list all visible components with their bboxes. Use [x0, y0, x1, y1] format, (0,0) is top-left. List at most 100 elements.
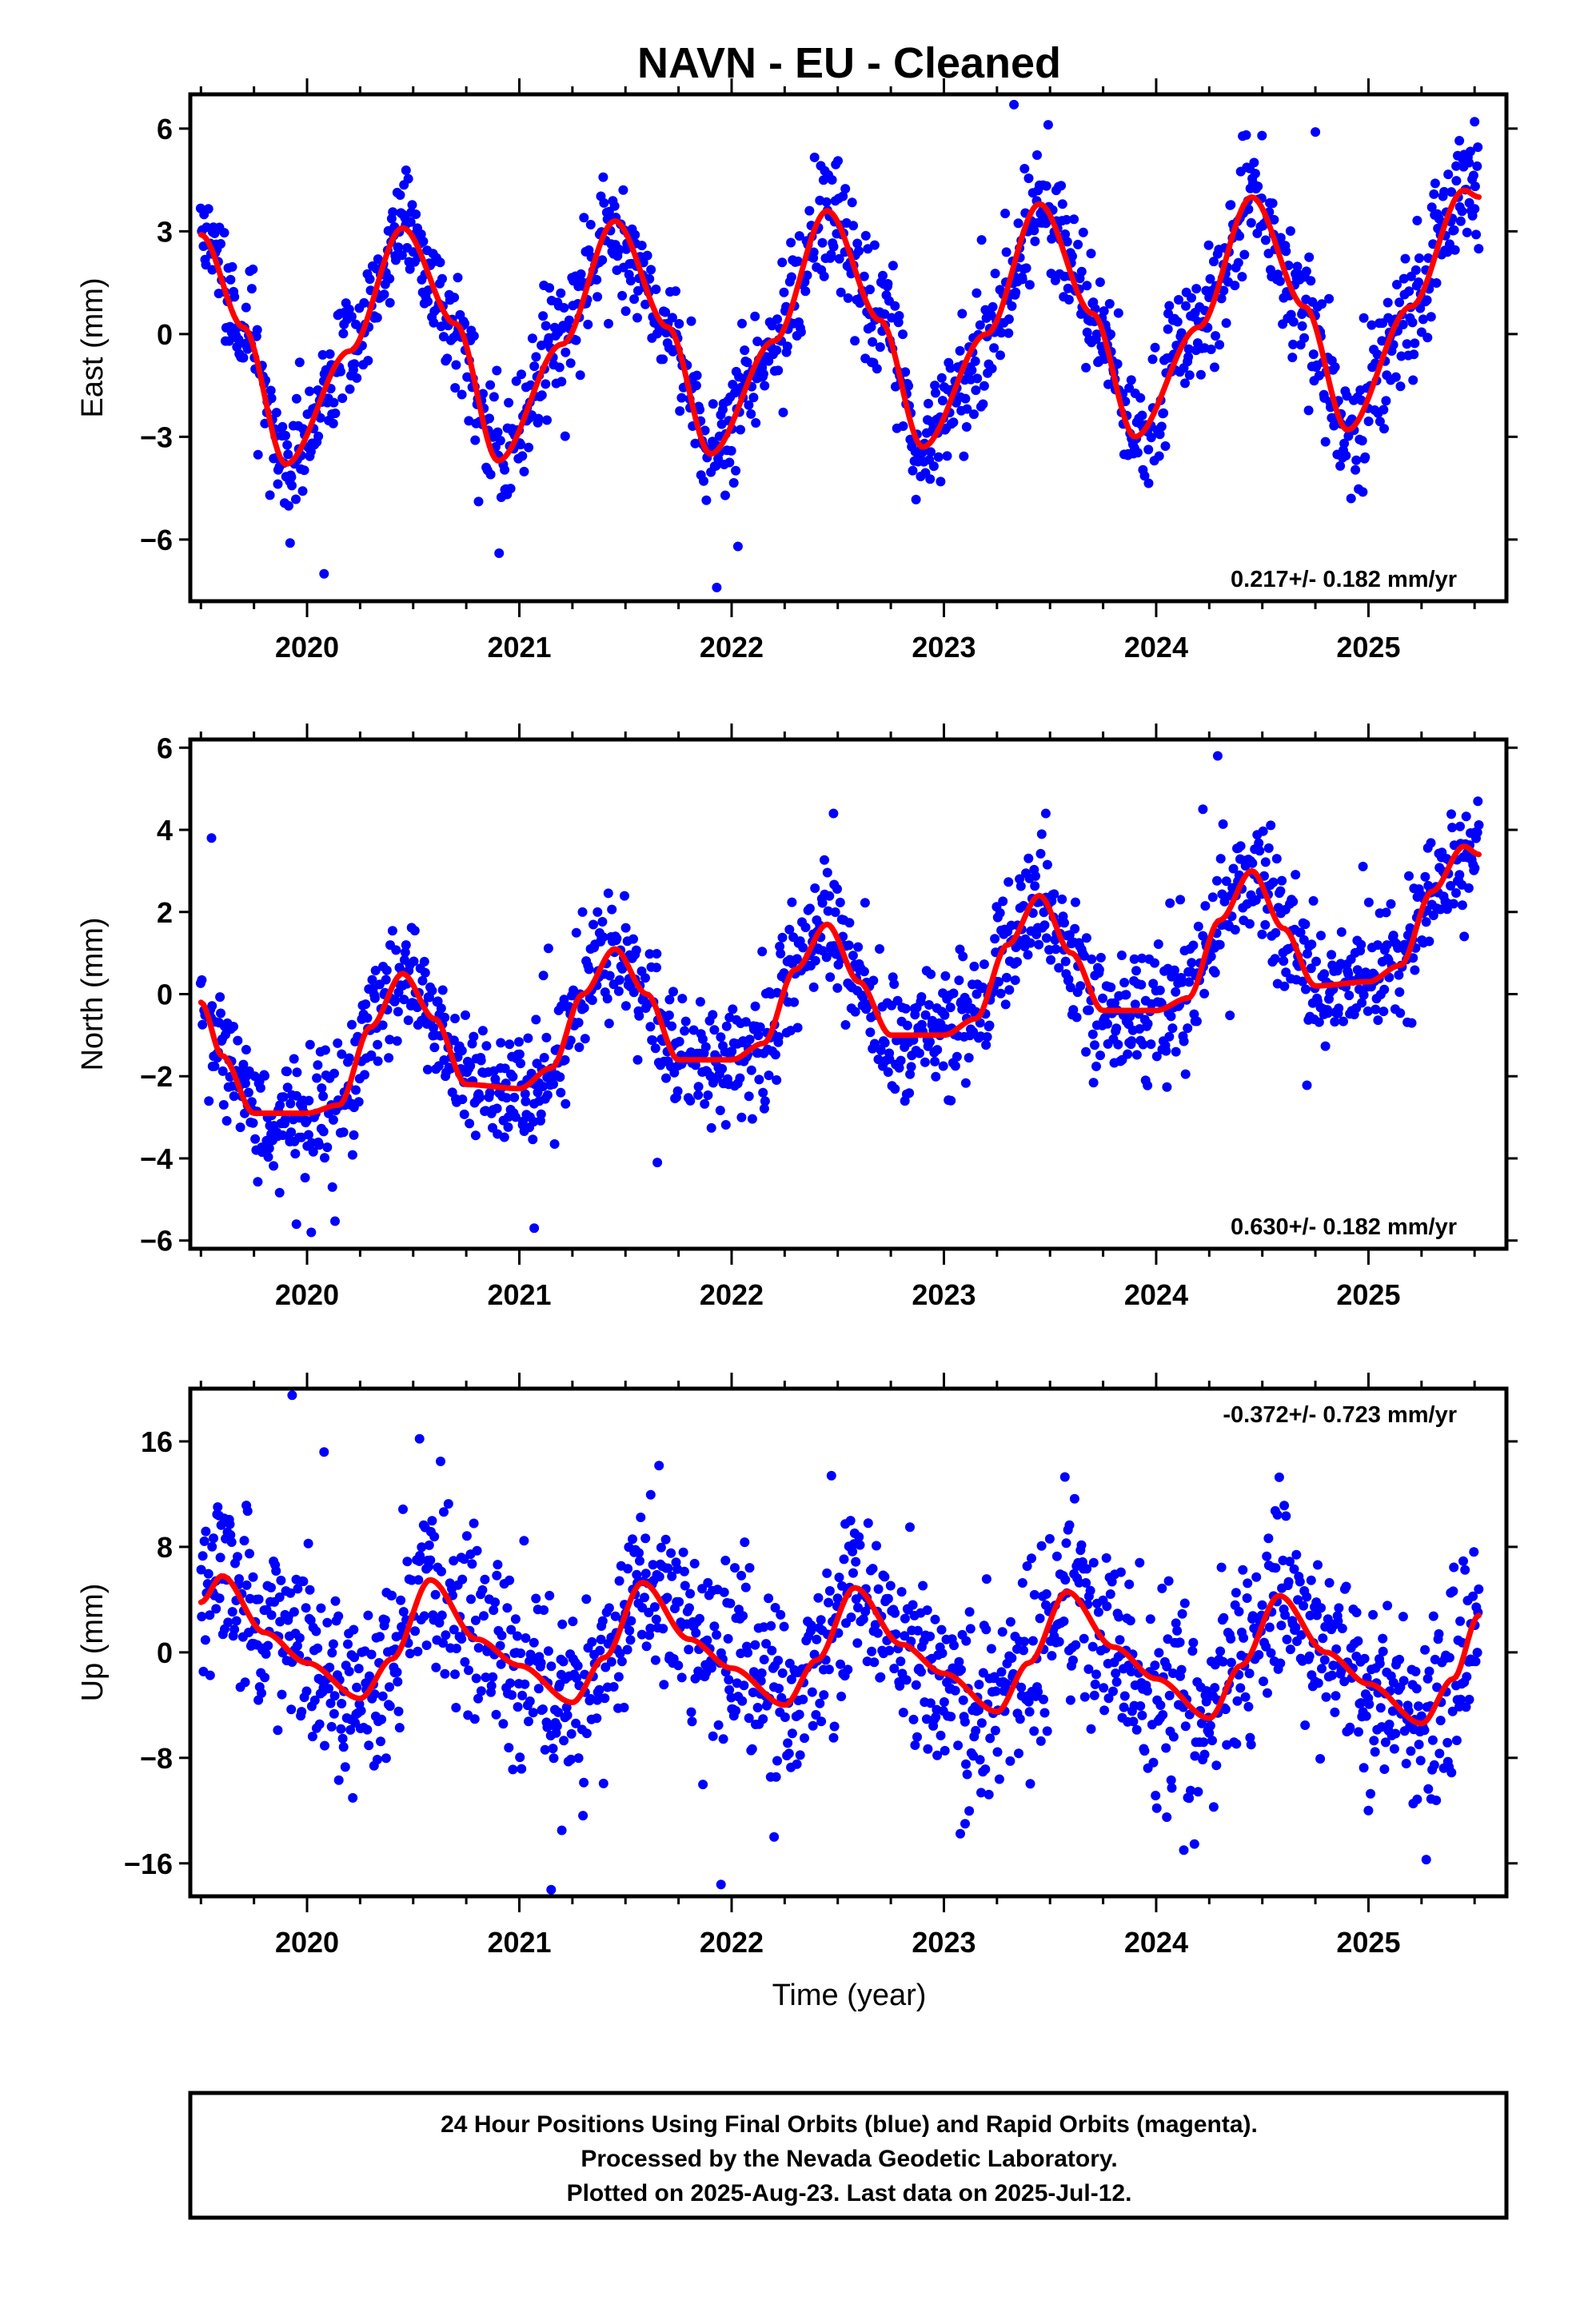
data-point — [317, 349, 328, 360]
data-point — [712, 1630, 722, 1640]
data-point — [571, 1718, 581, 1728]
data-point — [533, 1684, 544, 1694]
data-point — [936, 373, 947, 383]
data-point — [987, 364, 997, 373]
data-point — [946, 1095, 956, 1106]
data-point — [736, 425, 745, 435]
data-point — [1163, 1576, 1174, 1586]
data-point — [1001, 247, 1011, 257]
data-point — [651, 1614, 661, 1624]
data-point — [976, 235, 987, 245]
data-point — [1029, 1589, 1039, 1600]
data-point — [1190, 1751, 1200, 1761]
data-point — [1429, 189, 1439, 199]
data-point — [1262, 1551, 1272, 1561]
data-point — [850, 336, 860, 346]
data-point — [398, 1607, 409, 1617]
data-point — [904, 381, 914, 391]
data-point — [1412, 215, 1422, 225]
data-point — [931, 1071, 941, 1082]
data-point — [654, 1461, 664, 1471]
data-point — [1329, 421, 1339, 431]
data-point — [1219, 896, 1230, 907]
data-point — [366, 1050, 377, 1060]
data-point — [1044, 1533, 1055, 1544]
data-point — [1024, 1707, 1035, 1717]
data-point — [347, 1150, 357, 1160]
data-point — [622, 1644, 632, 1655]
data-point — [1129, 954, 1139, 964]
data-point — [372, 1755, 382, 1764]
data-point — [1086, 249, 1096, 259]
data-point — [500, 464, 510, 475]
data-point — [1300, 919, 1311, 930]
data-point — [1076, 266, 1087, 277]
data-point — [503, 1122, 513, 1132]
data-point — [241, 1045, 251, 1054]
data-point — [539, 1605, 549, 1615]
data-point — [1302, 1080, 1312, 1090]
data-point — [614, 1576, 624, 1586]
data-point — [1131, 1050, 1142, 1060]
data-point — [691, 1628, 701, 1638]
data-point — [1289, 1564, 1299, 1574]
data-point — [266, 1582, 276, 1593]
x-tick-label: 2021 — [487, 1278, 551, 1311]
velocity-label-east: 0.217+/- 0.182 mm/yr — [1231, 567, 1457, 592]
data-point — [1148, 1757, 1159, 1768]
data-point — [215, 1553, 225, 1563]
data-point — [792, 1022, 803, 1033]
data-point — [1010, 975, 1020, 986]
data-point — [1429, 1760, 1439, 1770]
data-point — [1221, 876, 1231, 887]
data-point — [824, 1586, 835, 1596]
data-point-outlier — [652, 1158, 663, 1168]
data-point — [717, 1063, 728, 1074]
data-point — [1287, 353, 1298, 363]
data-point — [1458, 1556, 1468, 1566]
data-point — [979, 381, 989, 391]
data-point — [1064, 1520, 1075, 1530]
data-point — [248, 1118, 258, 1128]
data-point — [517, 1764, 527, 1774]
data-point — [587, 1636, 597, 1647]
data-point — [1263, 843, 1274, 853]
data-point-outlier — [529, 1223, 540, 1234]
data-point-outlier — [1212, 751, 1223, 761]
data-point — [1049, 889, 1059, 899]
data-point — [1442, 1737, 1453, 1748]
data-point — [1373, 940, 1382, 951]
data-point — [524, 442, 534, 452]
data-point — [1285, 1557, 1295, 1567]
data-point — [1057, 894, 1067, 904]
data-point — [1046, 269, 1056, 279]
data-point — [804, 903, 815, 914]
data-point — [396, 1595, 406, 1605]
data-point — [692, 370, 702, 381]
data-point — [336, 366, 345, 377]
data-point — [439, 1055, 449, 1065]
data-point — [1156, 421, 1167, 432]
data-point — [200, 1635, 210, 1645]
data-point — [758, 369, 768, 379]
data-point — [1382, 940, 1392, 951]
y-tick-label: 8 — [157, 1531, 173, 1564]
data-point — [868, 975, 879, 986]
data-point — [922, 1605, 932, 1616]
data-point — [1187, 1646, 1198, 1656]
data-point — [1167, 1023, 1178, 1034]
data-point — [499, 1132, 509, 1142]
y-tick-label: 6 — [157, 113, 173, 145]
data-point — [1070, 923, 1080, 934]
data-point — [292, 1067, 302, 1078]
data-point — [229, 1091, 239, 1102]
data-point — [1175, 1637, 1185, 1648]
data-point — [632, 313, 642, 323]
data-point — [508, 1764, 518, 1775]
data-point — [1392, 280, 1402, 289]
data-point — [1455, 1616, 1466, 1626]
data-point — [417, 975, 428, 986]
data-point — [750, 311, 760, 321]
data-point — [836, 1692, 847, 1701]
